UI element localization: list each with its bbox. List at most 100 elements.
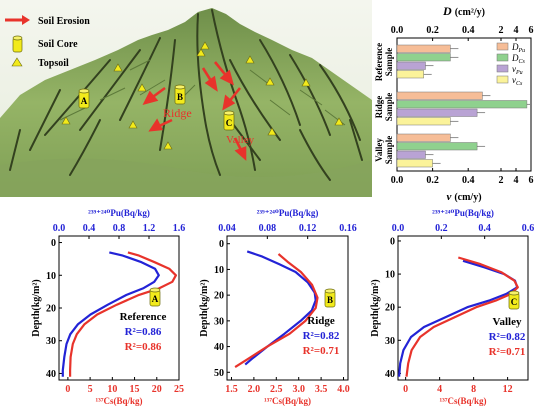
panel-name: Valley: [493, 316, 522, 328]
bar-v-pu: [396, 61, 426, 70]
bar-d-pu: [396, 91, 483, 100]
bar-legend-symbol: D: [511, 53, 519, 63]
bar-legend-symbol: v: [512, 64, 516, 74]
bar-d-cs: [396, 100, 528, 109]
bottom-axis-tick-label: 1.5: [225, 384, 238, 395]
bar-group-label-line1: Valley: [374, 138, 384, 162]
bar-bottom-tick-label: 0.2: [426, 175, 439, 186]
site-b-label: B: [177, 92, 183, 102]
erosion-arrow-icon-head: [22, 15, 30, 25]
r2-blue: R²=0.86: [125, 326, 162, 338]
bar-top-axis-title: D (cm²/y): [442, 4, 485, 18]
topsoil-marker: [267, 127, 277, 136]
soil-core-marker-c: C: [223, 110, 235, 131]
y-axis-tick-label: 30: [46, 336, 56, 347]
top-axis-tick-label: 0.0: [392, 223, 405, 234]
bar-group-label-line2: Sample: [384, 93, 394, 122]
bar-bottom-ticks: 0.0 0.2 0.4 2 4 6: [391, 168, 534, 186]
y-axis-tick-label: 40: [214, 342, 224, 353]
bar-legend-swatch: [496, 75, 509, 84]
bar-marks: [396, 44, 530, 168]
bar-v-pu: [396, 108, 478, 117]
bar-bottom-tick-label: 0.0: [391, 175, 404, 186]
top-axis-tick-label: 0.2: [435, 223, 448, 234]
bottom-axis-tick-label: 5: [88, 384, 93, 395]
topsoil-marker: [61, 116, 71, 125]
topsoil-marker: [245, 55, 255, 64]
bottom-axis-tick-label: 0: [65, 384, 70, 395]
bar-top-tick-label: 2: [499, 25, 504, 36]
red-profile-curve: [405, 256, 519, 377]
y-axis-tick-label: 10: [214, 265, 224, 276]
bar-top-tick-label: 6: [529, 25, 534, 36]
soil-core-marker-label: A: [152, 294, 159, 304]
bottom-axis-tick-label: 2.0: [248, 384, 261, 395]
y-axis-tick-label: 10: [46, 271, 56, 282]
profile-panel-valley: 0.0 0.2 0.4 0.6 0 4 8 12 0 10 20 30 40 ²³⁹⁺²⁴⁰Pu(Bq/k…: [370, 208, 534, 406]
bar-bottom-tick-label: 4: [514, 175, 519, 186]
topsoil-marker: [163, 141, 173, 150]
bottom-axis-tick-label: 8: [471, 384, 476, 395]
top-axis-title: ²³⁹⁺²⁴⁰Pu(Bq/kg): [432, 208, 494, 218]
landscape-legend: Soil Erosion Soil Core Topsoil: [5, 15, 90, 69]
bar-d-pu: [396, 133, 451, 142]
bar-top-tick-label: 0.2: [426, 25, 439, 36]
bar-top-ticks: 0.0 0.2 0.4 2 4 6: [391, 25, 534, 41]
top-axis-tick-label: 0.08: [259, 223, 277, 234]
topsoil-marker: [128, 120, 138, 129]
bar-v-cs: [396, 117, 451, 126]
r2-blue: R²=0.82: [303, 330, 340, 342]
bar-bottom-tick-label: 0.4: [462, 175, 475, 186]
bottom-axis-tick-label: 3.5: [315, 384, 328, 395]
top-axis-tick-label: 1.6: [173, 223, 186, 234]
r2-red: R²=0.71: [303, 345, 340, 357]
y-axis-tick-label: 40: [385, 369, 395, 380]
bar-bottom-axis-title: v (cm/y): [446, 191, 481, 203]
y-axis-tick-label: 10: [385, 270, 395, 281]
topsoil-icon: [11, 57, 23, 67]
bar-legend-subscript: Pu: [515, 70, 523, 76]
profile-panel-reference: 0.0 0.4 0.8 1.2 1.6 0 5 10 15 20 25 0 10 20 30 40 ²³⁹⁺²⁴…: [31, 208, 185, 406]
diffusion-velocity-bar-chart: D (cm²/y) v (cm/y) 0.0 0.2 0.4 2 4 6 0.0 0.2 0.4 2…: [374, 4, 534, 203]
blue-profile-curve: [61, 251, 160, 377]
y-axis-tick-label: 0: [390, 236, 395, 247]
site-c-label: C: [226, 118, 233, 128]
panel-name: Reference: [120, 311, 167, 323]
bar-legend-label: DPu: [511, 42, 525, 54]
valley-label: Valley: [226, 134, 255, 146]
topsoil-marker: [301, 78, 311, 87]
bar-legend-swatch: [496, 53, 509, 62]
topsoil-marker: [196, 48, 206, 57]
bar-d-cs: [396, 142, 478, 151]
y-axis-tick-label: 30: [385, 336, 395, 347]
bottom-axis-tick-label: 12: [503, 384, 513, 395]
r2-red: R²=0.71: [489, 346, 526, 358]
top-axis-tick-label: 0.0: [53, 223, 66, 234]
bar-group-label-line1: Reference: [374, 43, 384, 81]
topsoil-marker: [113, 63, 123, 72]
top-axis-tick-label: 0.6: [522, 223, 535, 234]
soil-core-marker-a: A: [78, 88, 90, 109]
red-profile-curve: [69, 251, 177, 377]
legend-soil-erosion: Soil Erosion: [38, 16, 90, 27]
bottom-axis-tick-label: 4: [437, 384, 442, 395]
bar-legend-label: vCs: [512, 75, 523, 87]
panel-name: Ridge: [307, 315, 335, 327]
bottom-axis-tick-label: 15: [130, 384, 140, 395]
bar-top-tick-label: 0.0: [391, 25, 404, 36]
soil-core-marker-label: B: [327, 295, 333, 305]
bottom-axis-tick-label: 25: [174, 384, 184, 395]
bottom-axis-title: ¹³⁷Cs(Bq/kg): [95, 396, 142, 406]
red-profile-curve: [234, 253, 319, 369]
bar-legend-subscript: Pu: [518, 48, 526, 54]
bottom-axis-title: ¹³⁷Cs(Bq/kg): [439, 396, 486, 406]
bottom-axis-tick-label: 0: [403, 384, 408, 395]
y-axis-tick-label: 20: [46, 304, 56, 315]
y-axis-title: Depth(kg/m²): [31, 279, 42, 336]
topsoil-marker: [334, 117, 344, 126]
bar-bottom-tick-label: 2: [499, 175, 504, 186]
bar-bottom-tick-label: 6: [529, 175, 534, 186]
top-axis-tick-label: 0.8: [113, 223, 126, 234]
legend-soil-core: Soil Core: [38, 39, 78, 50]
